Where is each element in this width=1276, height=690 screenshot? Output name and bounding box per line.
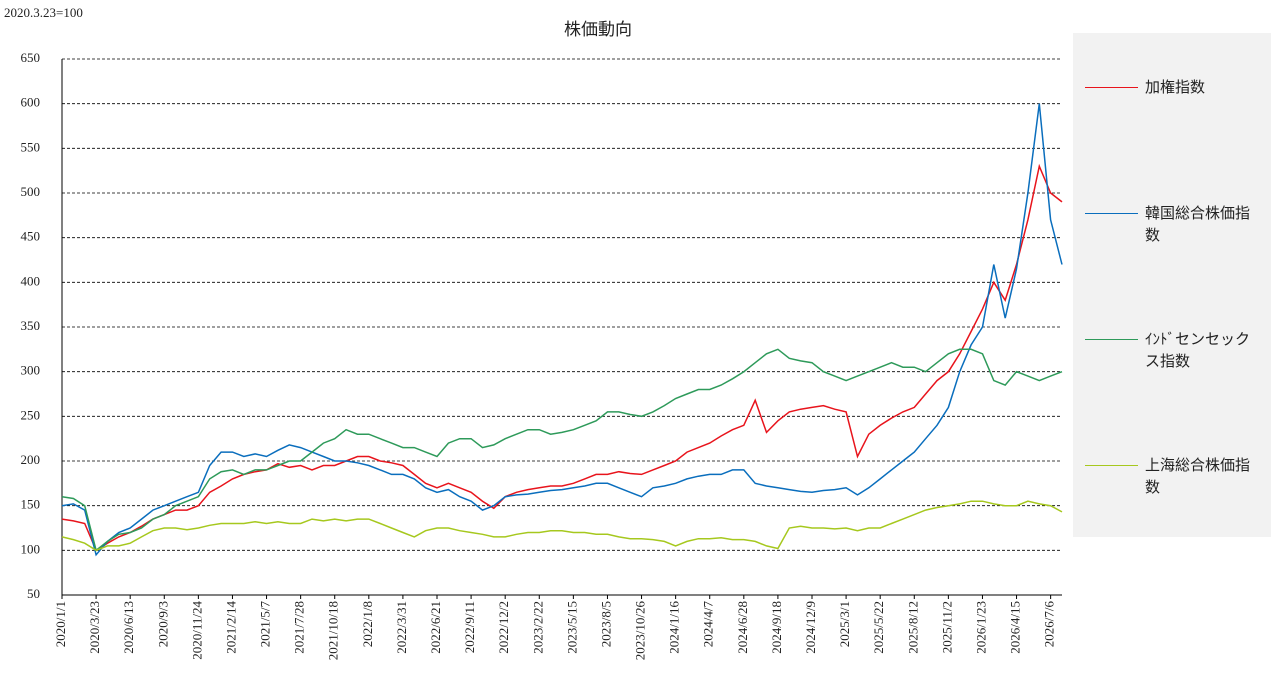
legend-label: ｲﾝﾄﾞセンセックス指数 <box>1145 332 1251 370</box>
y-tick-label: 550 <box>21 139 41 154</box>
x-tick-label: 2020/6/13 <box>121 601 136 654</box>
x-tick-label: 2023/8/5 <box>598 601 613 647</box>
x-tick-label: 2023/10/26 <box>633 601 648 661</box>
x-tick-label: 2020/3/23 <box>87 601 102 654</box>
x-tick-label: 2023/2/22 <box>530 601 545 654</box>
x-tick-label: 2021/5/7 <box>258 601 273 648</box>
x-tick-label: 2022/6/21 <box>428 601 443 654</box>
x-tick-label: 2024/1/16 <box>667 601 682 654</box>
legend <box>1073 33 1271 537</box>
x-tick-label: 2022/9/11 <box>462 601 477 653</box>
x-tick-label: 2021/2/14 <box>223 601 238 654</box>
line-series <box>61 163 1063 552</box>
chart-title: 株価動向 <box>564 20 632 39</box>
line-series <box>61 103 1063 557</box>
y-tick-label: 350 <box>21 318 41 333</box>
y-tick-label: 250 <box>21 407 41 422</box>
x-tick-label: 2024/12/9 <box>803 601 818 654</box>
x-tick-label: 2020/1/1 <box>53 601 68 647</box>
x-tick-label: 2022/3/31 <box>394 601 409 654</box>
x-tick-label: 2024/9/18 <box>769 601 784 654</box>
x-tick-label: 2025/8/12 <box>905 601 920 654</box>
legend-swatch <box>1085 465 1138 466</box>
legend-swatch <box>1085 213 1138 214</box>
legend-label: 加権指数 <box>1145 80 1206 96</box>
y-tick-label: 600 <box>21 95 41 110</box>
legend-swatch <box>1085 87 1138 88</box>
x-tick-label: 2026/7/6 <box>1042 601 1057 648</box>
x-tick-label: 2024/4/7 <box>701 601 716 648</box>
x-tick-label: 2025/5/22 <box>871 601 886 654</box>
y-tick-label: 500 <box>21 184 41 199</box>
annotation: 2020.3.23=100 <box>4 5 83 20</box>
x-tick-label: 2023/5/15 <box>564 601 579 654</box>
y-tick-label: 200 <box>21 452 41 467</box>
y-tick-label: 100 <box>21 541 41 556</box>
x-tick-label: 2025/3/1 <box>837 601 852 647</box>
y-tick-label: 150 <box>21 497 41 512</box>
line-series <box>61 348 1063 552</box>
x-tick-label: 2021/7/28 <box>292 601 307 654</box>
x-tick-label: 2026/1/23 <box>973 601 988 654</box>
y-tick-label: 300 <box>21 363 41 378</box>
x-tick-label: 2025/11/2 <box>939 601 954 653</box>
legend-label: 韓国総合株価指数 <box>1145 206 1251 244</box>
y-tick-label: 450 <box>21 229 41 244</box>
y-tick-label: 50 <box>27 586 40 601</box>
x-tick-label: 2024/6/28 <box>735 601 750 654</box>
x-tick-label: 2020/11/24 <box>189 601 204 660</box>
legend-swatch <box>1085 339 1138 340</box>
line-series <box>61 500 1063 552</box>
y-tick-label: 650 <box>21 50 41 65</box>
x-tick-label: 2022/12/2 <box>496 601 511 654</box>
y-tick-label: 400 <box>21 273 41 288</box>
legend-label: 上海総合株価指数 <box>1145 458 1251 496</box>
x-tick-label: 2020/9/3 <box>155 601 170 647</box>
x-tick-label: 2026/4/15 <box>1008 601 1023 654</box>
x-tick-label: 2021/10/18 <box>326 601 341 660</box>
x-tick-label: 2022/1/8 <box>360 601 375 647</box>
